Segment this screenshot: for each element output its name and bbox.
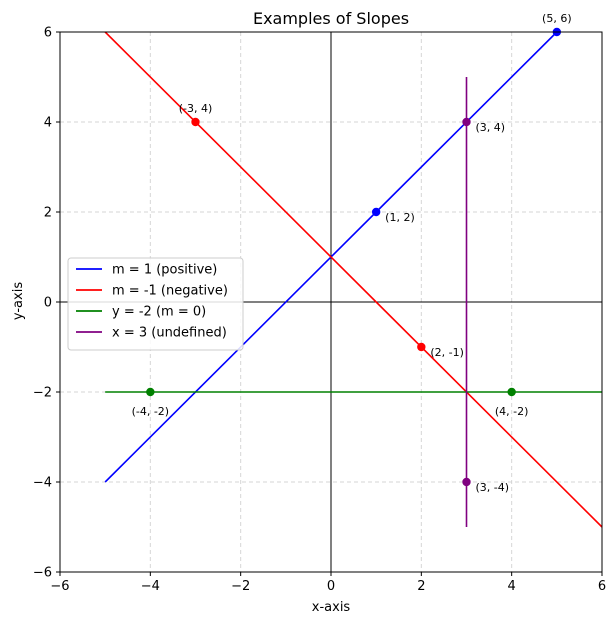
x-tick-label: −2 [231,579,250,594]
y-tick-label: 2 [44,206,52,221]
y-tick-label: 0 [44,296,52,311]
x-tick-label: 4 [508,579,516,594]
point-label: (3, -4) [476,481,510,494]
series-3: (3, 4) (3, -4) [462,77,509,527]
data-point [191,117,200,127]
data-point [146,387,155,397]
series-line [104,31,603,528]
y-tick-label: −6 [33,566,52,581]
x-tick-label: −6 [50,579,69,594]
series-2: (-4, -2) (4, -2) [105,387,602,418]
x-axis-label: x-axis [312,600,351,615]
point-label: (4, -2) [495,405,529,418]
x-tick-label: 6 [598,579,606,594]
series-1: (-3, 4) (2, -1) [104,31,603,528]
data-point [417,342,426,352]
legend-box [67,257,244,351]
legend: m = 1 (positive) m = -1 (negative) y = -2 … [67,257,244,351]
series-layer: (1, 2) (5, 6) (-3, 4) (2, -1) (-4, -2) (4, -2… [104,12,603,528]
data-point [462,117,471,127]
data-point [507,387,516,397]
point-label: (-3, 4) [179,102,213,115]
data-point [371,207,381,217]
ticks: −6 −4 −2 0 2 4 6 −6 −4 −2 0 2 4 6 [33,26,606,595]
legend-label: m = -1 (negative) [112,284,228,299]
y-tick-label: −2 [33,386,52,401]
legend-label: y = -2 (m = 0) [112,305,206,320]
point-label: (1, 2) [385,211,415,224]
x-tick-label: −4 [141,579,160,594]
legend-label: m = 1 (positive) [112,263,217,278]
y-tick-label: −4 [33,476,52,491]
y-tick-label: 6 [44,26,52,41]
y-axis-label: y-axis [11,282,26,320]
y-tick-label: 4 [44,116,52,131]
legend-label: x = 3 (undefined) [112,326,227,341]
point-label: (-4, -2) [132,405,170,418]
x-tick-label: 0 [327,579,335,594]
data-point [462,477,471,487]
point-label: (3, 4) [476,121,506,134]
point-label: (2, -1) [430,346,464,359]
x-tick-label: 2 [417,579,425,594]
point-label: (5, 6) [542,12,572,25]
chart-title: Examples of Slopes [253,9,409,28]
